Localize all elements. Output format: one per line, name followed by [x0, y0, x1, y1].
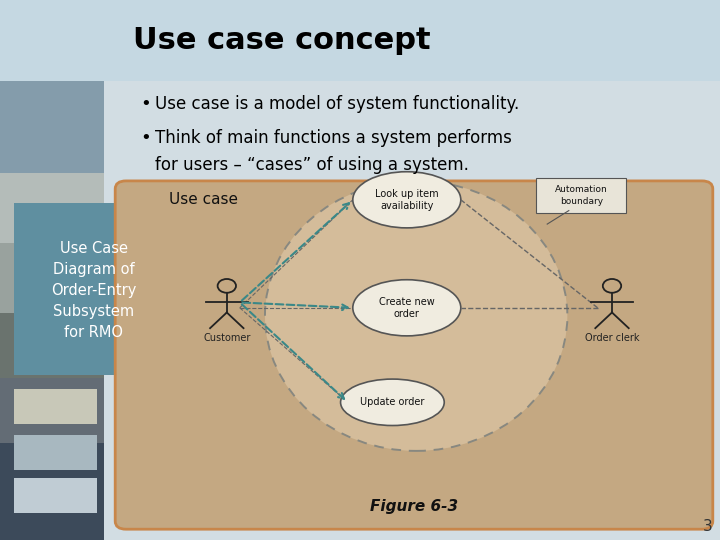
Text: Look up item
availability: Look up item availability: [375, 188, 438, 211]
Text: for users – “cases” of using a system.: for users – “cases” of using a system.: [155, 156, 469, 174]
Text: 3: 3: [703, 518, 713, 534]
Text: •: •: [140, 94, 151, 113]
FancyBboxPatch shape: [0, 443, 104, 540]
Text: Figure 6-3: Figure 6-3: [370, 499, 458, 514]
Text: Use case: Use case: [169, 192, 238, 207]
FancyBboxPatch shape: [0, 243, 104, 313]
Text: Create new
order: Create new order: [379, 296, 435, 319]
Ellipse shape: [353, 280, 461, 336]
FancyBboxPatch shape: [14, 202, 176, 375]
Ellipse shape: [341, 379, 444, 426]
FancyBboxPatch shape: [115, 181, 713, 529]
FancyBboxPatch shape: [14, 389, 97, 424]
Text: Use case is a model of system functionality.: Use case is a model of system functional…: [155, 94, 519, 113]
FancyBboxPatch shape: [536, 178, 626, 213]
Text: Use Case
Diagram of
Order-Entry
Subsystem
for RMO: Use Case Diagram of Order-Entry Subsyste…: [51, 241, 136, 340]
FancyBboxPatch shape: [101, 81, 720, 540]
FancyBboxPatch shape: [0, 378, 104, 443]
Text: Order clerk: Order clerk: [585, 333, 639, 343]
FancyBboxPatch shape: [0, 81, 104, 173]
FancyBboxPatch shape: [0, 81, 104, 540]
FancyBboxPatch shape: [14, 478, 97, 513]
Text: Think of main functions a system performs: Think of main functions a system perform…: [155, 129, 512, 147]
FancyBboxPatch shape: [14, 435, 97, 470]
Text: Customer: Customer: [203, 333, 251, 343]
Ellipse shape: [265, 181, 567, 451]
Text: Update order: Update order: [360, 397, 425, 407]
Text: •: •: [140, 129, 151, 147]
Text: Use case concept: Use case concept: [133, 26, 431, 55]
FancyBboxPatch shape: [0, 313, 104, 378]
Ellipse shape: [353, 172, 461, 228]
FancyBboxPatch shape: [0, 173, 104, 243]
FancyBboxPatch shape: [0, 0, 720, 81]
Text: Automation
boundary: Automation boundary: [555, 185, 608, 206]
